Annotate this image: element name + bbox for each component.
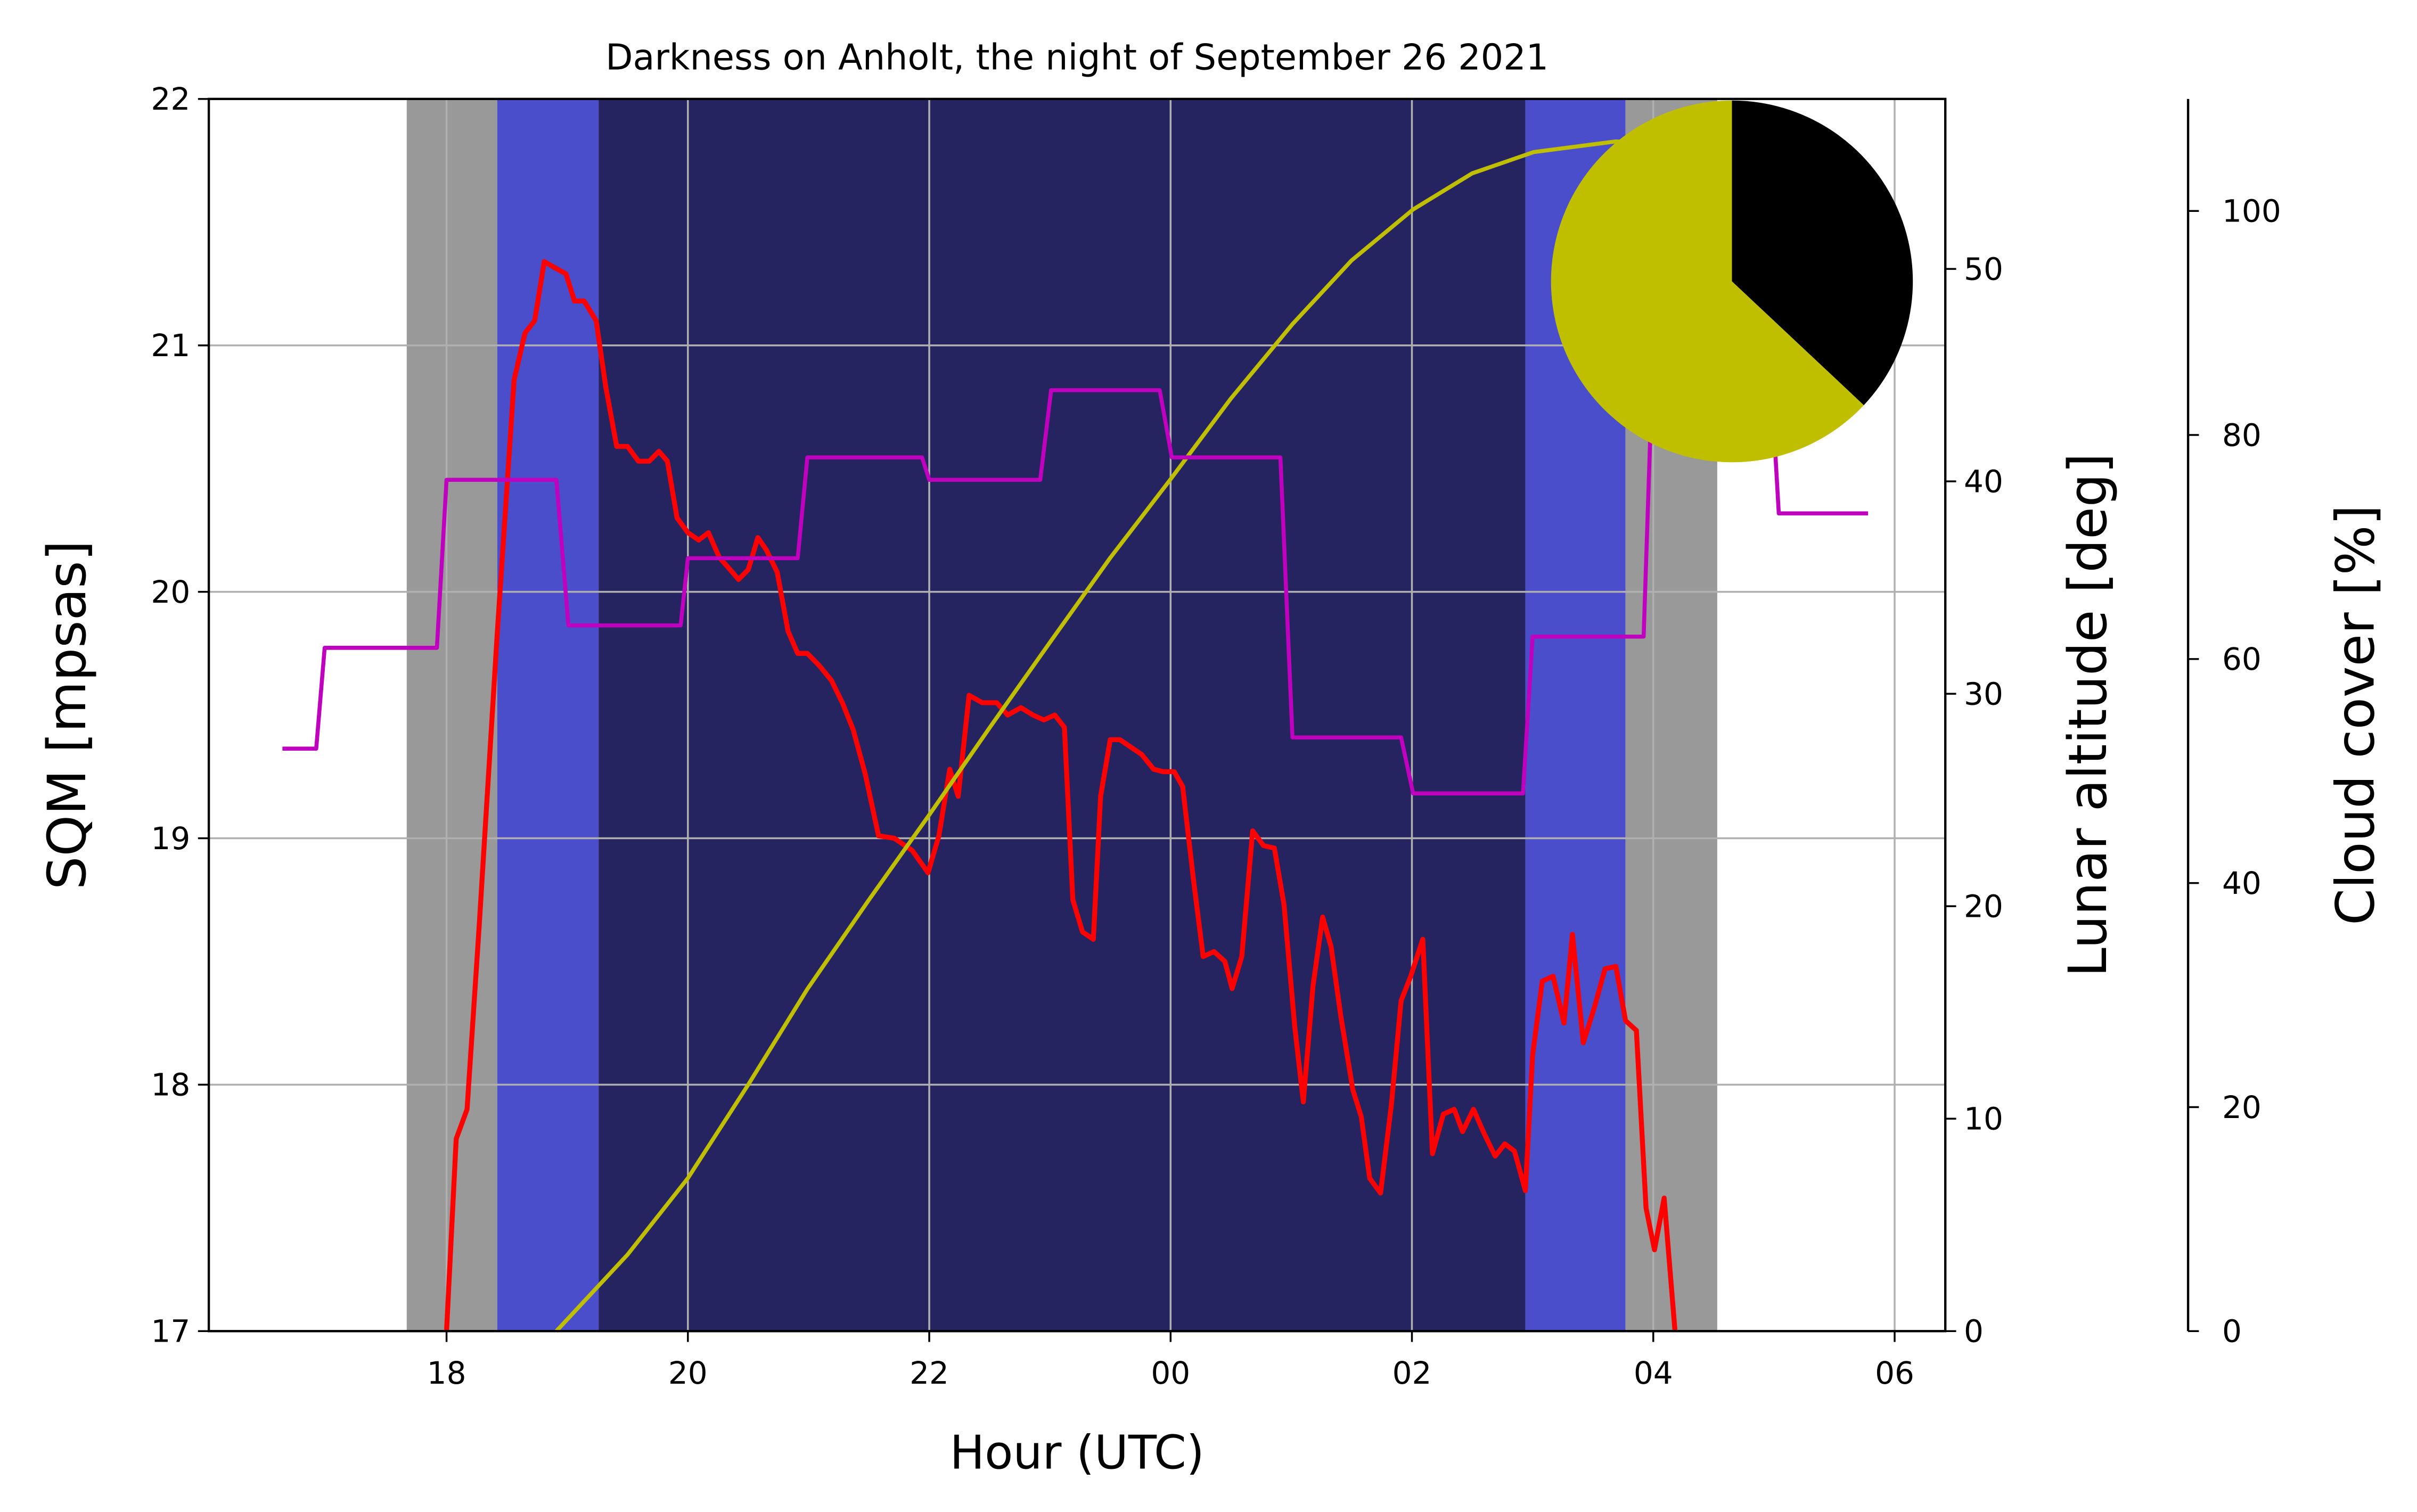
y2-tick-label: 30 <box>1964 676 2003 712</box>
series-line <box>444 259 1678 1332</box>
series-line <box>555 139 1653 1333</box>
chart-title: Darkness on Anholt, the night of Septemb… <box>605 37 1548 78</box>
y3-tick-label: 20 <box>2222 1089 2262 1125</box>
y-tick-label: 20 <box>151 574 190 610</box>
pie-slice <box>1732 100 1913 406</box>
y3-axis-label: Cloud cover [%] <box>2325 505 2387 925</box>
y2-tick-label: 10 <box>1964 1101 2003 1137</box>
y2-tick-label: 40 <box>1964 463 2003 499</box>
x-tick-label: 22 <box>910 1355 949 1391</box>
pie-slice <box>1551 100 1864 463</box>
y2-tick-label: 0 <box>1964 1313 1984 1350</box>
plot-frame <box>207 97 1947 1333</box>
y-tick-label: 21 <box>151 327 190 364</box>
y-axis-label: SQM [mpsas] <box>37 540 98 890</box>
twilight-band <box>497 98 599 1332</box>
y-tick-label: 18 <box>151 1067 190 1103</box>
x-tick-label: 06 <box>1875 1355 1914 1391</box>
x-axis-label: Hour (UTC) <box>950 1426 1205 1480</box>
x-tick-label: 04 <box>1634 1355 1673 1391</box>
y3-tick-label: 40 <box>2222 865 2262 901</box>
x-tick-label: 18 <box>427 1355 466 1391</box>
x-tick-label: 02 <box>1392 1355 1432 1391</box>
y-tick-label: 22 <box>151 81 190 117</box>
twilight-band <box>599 98 1526 1332</box>
y3-tick-label: 100 <box>2222 193 2281 229</box>
twilight-band <box>406 98 497 1332</box>
y-tick-label: 17 <box>151 1313 190 1350</box>
y3-tick-label: 80 <box>2222 417 2262 453</box>
x-tick-label: 20 <box>668 1355 708 1391</box>
y2-tick-label: 50 <box>1964 251 2003 287</box>
y2-tick-label: 20 <box>1964 889 2003 925</box>
x-tick-label: 00 <box>1151 1355 1190 1391</box>
y2-axis-label: Lunar altitude [deg] <box>2058 453 2119 977</box>
y-tick-label: 19 <box>151 820 190 857</box>
y3-tick-label: 0 <box>2222 1313 2242 1350</box>
y3-tick-label: 60 <box>2222 641 2262 677</box>
series-line <box>282 343 1869 796</box>
